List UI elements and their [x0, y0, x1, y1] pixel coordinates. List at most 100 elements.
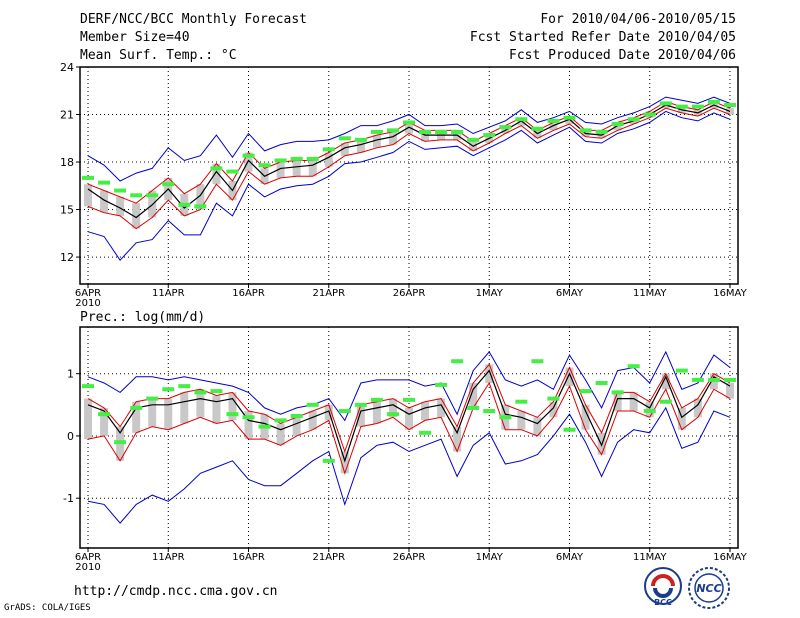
spread-box	[581, 404, 590, 430]
spread-box	[340, 143, 349, 156]
observation-marker	[370, 129, 383, 134]
observation-marker	[419, 430, 432, 435]
member-size: Member Size=40	[80, 30, 190, 45]
observation-marker	[226, 169, 239, 174]
spread-box	[292, 417, 301, 436]
y-tick-label: 18	[60, 156, 74, 169]
x-tick-label: 11APR	[152, 552, 185, 563]
x-tick-label: 26APR	[393, 288, 426, 299]
observation-marker	[82, 175, 95, 180]
spread-box	[148, 398, 157, 427]
observation-marker	[659, 399, 672, 404]
spread-box	[453, 426, 462, 452]
observation-marker	[419, 129, 432, 134]
spread-box	[212, 163, 221, 185]
observation-marker	[707, 377, 720, 382]
chart-title: DERF/NCC/BCC Monthly Forecast	[80, 12, 307, 27]
observation-marker	[563, 115, 576, 120]
spread-box	[324, 152, 333, 167]
spread-box	[597, 130, 606, 139]
plot-frame	[79, 66, 739, 285]
observation-marker	[210, 389, 223, 394]
observation-marker	[114, 440, 127, 445]
y-tick-label: 24	[60, 61, 74, 74]
observation-marker	[707, 99, 720, 104]
plot-frame	[79, 326, 739, 549]
observation-marker	[691, 104, 704, 109]
observation-marker	[723, 103, 736, 108]
spread-box	[693, 398, 702, 418]
bcc-logo-text: BCC	[654, 598, 672, 607]
grads-credit: GrADS: COLA/IGES	[4, 603, 91, 613]
observation-marker	[547, 118, 560, 123]
observation-marker	[178, 384, 191, 389]
observation-marker	[274, 158, 287, 163]
observation-marker	[322, 147, 335, 152]
series-max-line	[87, 350, 731, 422]
spread-box	[661, 373, 670, 390]
x-tick-year: 2010	[75, 298, 100, 309]
observation-marker	[146, 396, 159, 401]
x-tick-label: 16MAY	[713, 288, 747, 299]
observation-marker	[499, 415, 512, 420]
y-tick-label: 21	[60, 109, 74, 122]
spread-box	[132, 203, 141, 229]
observation-marker	[258, 163, 271, 168]
series-max-line	[87, 96, 731, 182]
spread-box	[501, 125, 510, 134]
x-tick-year: 2010	[75, 562, 100, 570]
x-tick-label: 11APR	[152, 288, 185, 299]
observation-marker	[659, 101, 672, 106]
series-min-line	[87, 406, 731, 524]
ncc-logo: NCC	[686, 566, 732, 616]
observation-marker	[306, 402, 319, 407]
observation-marker	[338, 136, 351, 141]
x-tick-label: 21APR	[312, 552, 345, 563]
observation-marker	[435, 382, 448, 387]
observation-marker	[274, 418, 287, 423]
observation-marker	[515, 399, 528, 404]
spread-box	[372, 401, 381, 424]
x-tick-label: 16MAY	[713, 552, 747, 563]
observation-marker	[611, 390, 624, 395]
spread-box	[549, 122, 558, 131]
observation-marker	[290, 156, 303, 161]
spread-box	[164, 398, 173, 430]
y-tick-label: 12	[60, 251, 74, 264]
spread-box	[421, 130, 430, 142]
observation-marker	[627, 117, 640, 122]
observation-marker	[194, 204, 207, 209]
observation-marker	[242, 153, 255, 158]
observation-marker	[723, 377, 736, 382]
observation-marker	[435, 129, 448, 134]
observation-marker	[483, 133, 496, 138]
observation-marker	[322, 458, 335, 463]
spread-box	[533, 130, 542, 139]
spread-box	[517, 411, 526, 430]
observation-marker	[531, 359, 544, 364]
observation-marker	[226, 412, 239, 417]
spread-box	[84, 398, 93, 440]
observation-marker	[595, 381, 608, 386]
spread-box	[533, 417, 542, 436]
observation-marker	[467, 137, 480, 142]
observation-marker	[82, 384, 95, 389]
observation-marker	[643, 409, 656, 414]
x-tick-label: 6MAY	[556, 288, 584, 299]
footer-url[interactable]: http://cmdp.ncc.cma.gov.cn	[74, 584, 278, 599]
observation-marker	[130, 193, 143, 198]
spread-box	[421, 401, 430, 421]
spread-box	[308, 160, 317, 177]
spread-box	[132, 401, 141, 433]
y-tick-label: 1	[67, 368, 74, 381]
spread-box	[437, 398, 446, 418]
observation-marker	[162, 182, 175, 187]
spread-box	[244, 152, 253, 172]
spread-box	[485, 364, 494, 384]
observation-marker	[386, 412, 399, 417]
observation-marker	[611, 122, 624, 127]
forecast-period: For 2010/04/06-2010/05/15	[540, 12, 736, 27]
observation-marker	[531, 126, 544, 131]
